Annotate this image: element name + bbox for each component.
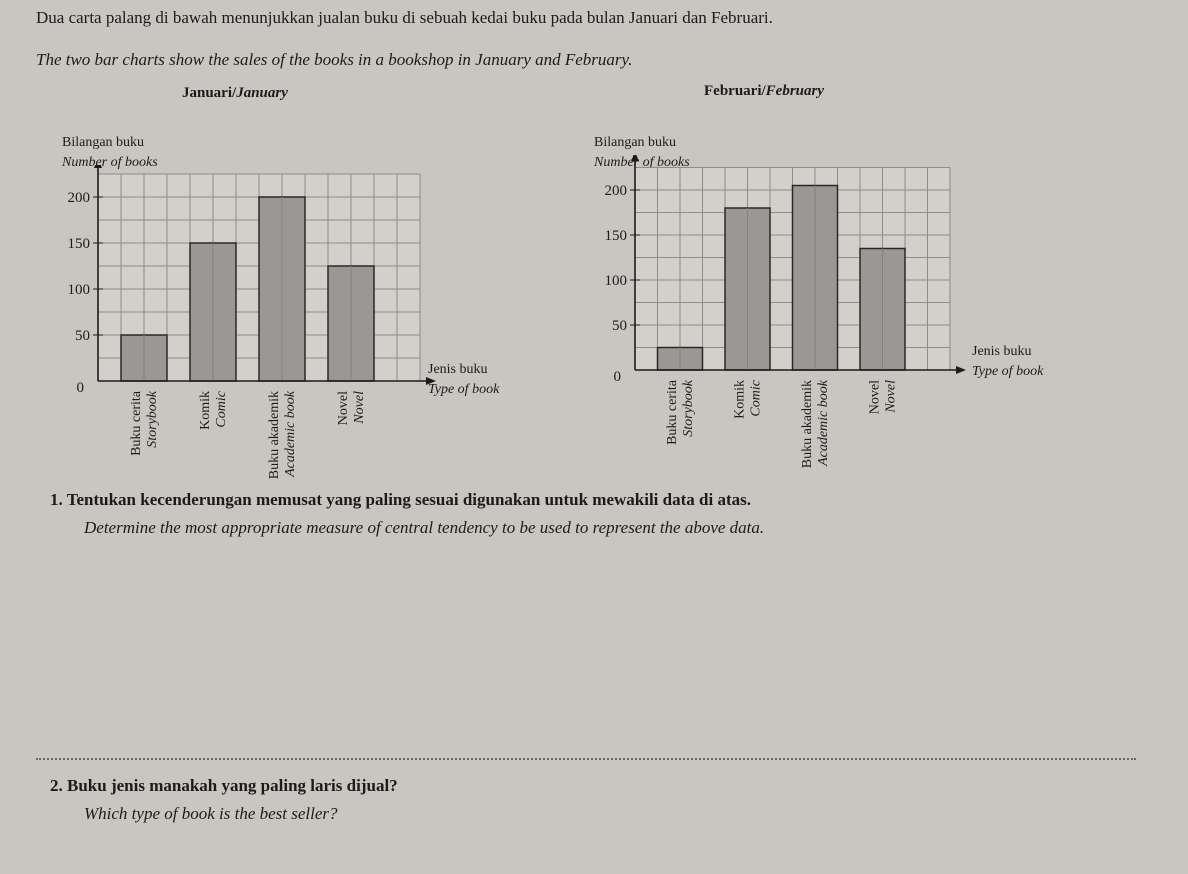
question-1-english: Determine the most appropriate measure o…	[84, 518, 765, 537]
x-axis-arrow	[956, 366, 966, 374]
chart-title-february: Februari/February	[704, 83, 824, 100]
category-label-en: Academic book	[816, 379, 831, 467]
y-tick-label: 200	[68, 190, 91, 206]
title-ms: Februari/	[704, 83, 766, 99]
question-ms: Buku jenis manakah yang paling laris dij…	[67, 776, 398, 795]
y-axis-arrow	[631, 155, 639, 162]
y-tick-label: 150	[68, 236, 91, 252]
intro-english: The two bar charts show the sales of the…	[36, 50, 633, 69]
chart-january: Buku cerita Storybook Komik Comic Buku akade…	[68, 165, 436, 479]
intro-malay: Dua carta palang di bawah menunjukkan ju…	[36, 8, 773, 27]
y-tick-label: 50	[75, 328, 90, 344]
category-label-ms: Komik	[733, 380, 748, 419]
y-axis-arrow	[94, 165, 102, 168]
category-label-ms: Buku cerita	[665, 379, 680, 445]
category-label-en: Novel	[884, 380, 899, 414]
category-label-ms: Komik	[198, 391, 213, 430]
ylabel-ms: Bilangan buku	[62, 135, 145, 150]
xlabel-en: Type of book	[428, 382, 500, 397]
category-label-ms: Buku akademik	[800, 380, 815, 468]
y-tick-label: 0	[614, 369, 622, 385]
answer-line	[36, 758, 1136, 760]
category-label-en: Storybook	[681, 379, 696, 437]
y-tick-label: 100	[605, 273, 628, 289]
chart-february: Buku cerita Storybook Komik Comic Buku akade…	[605, 155, 966, 468]
category-label-en: Novel	[352, 391, 367, 425]
ylabel-en: Number of books	[62, 155, 158, 170]
category-label-en: Storybook	[145, 390, 160, 448]
x-axis-label-february: Jenis buku Type of book	[972, 342, 1043, 382]
category-label-ms: Novel	[868, 380, 883, 414]
y-tick-label: 100	[68, 282, 91, 298]
ylabel-ms: Bilangan buku	[594, 135, 677, 150]
title-ms: Januari/	[182, 85, 237, 101]
question-1: 1. Tentukan kecenderungan memusat yang p…	[50, 490, 751, 510]
question-2: 2. Buku jenis manakah yang paling laris …	[50, 776, 398, 796]
question-ms: Tentukan kecenderungan memusat yang pali…	[66, 490, 751, 509]
question-number: 2.	[50, 776, 63, 795]
category-label-en: Comic	[214, 390, 229, 427]
y-axis-label-february: Bilangan buku Number of books	[594, 133, 690, 173]
y-tick-label: 0	[77, 380, 85, 396]
question-2-english: Which type of book is the best seller?	[84, 804, 338, 823]
y-axis-label-january: Bilangan buku Number of books	[62, 133, 158, 173]
y-tick-label: 150	[605, 228, 628, 244]
category-label-en: Academic book	[283, 390, 298, 478]
xlabel-ms: Jenis buku	[972, 344, 1032, 359]
question-number: 1.	[50, 490, 63, 509]
category-label-ms: Buku akademik	[267, 391, 282, 479]
xlabel-ms: Jenis buku	[428, 362, 488, 377]
x-axis-arrow	[426, 377, 436, 385]
category-label-ms: Buku cerita	[129, 390, 144, 456]
title-en: February	[765, 83, 824, 99]
x-axis-label-january: Jenis buku Type of book	[428, 360, 499, 400]
category-label-en: Comic	[749, 379, 764, 416]
chart-title-january: Januari/January	[182, 85, 288, 102]
xlabel-en: Type of book	[972, 364, 1044, 379]
ylabel-en: Number of books	[594, 155, 690, 170]
y-tick-label: 50	[612, 318, 627, 334]
category-label-ms: Novel	[336, 391, 351, 425]
title-en: January	[236, 85, 288, 101]
y-tick-label: 200	[605, 183, 628, 199]
